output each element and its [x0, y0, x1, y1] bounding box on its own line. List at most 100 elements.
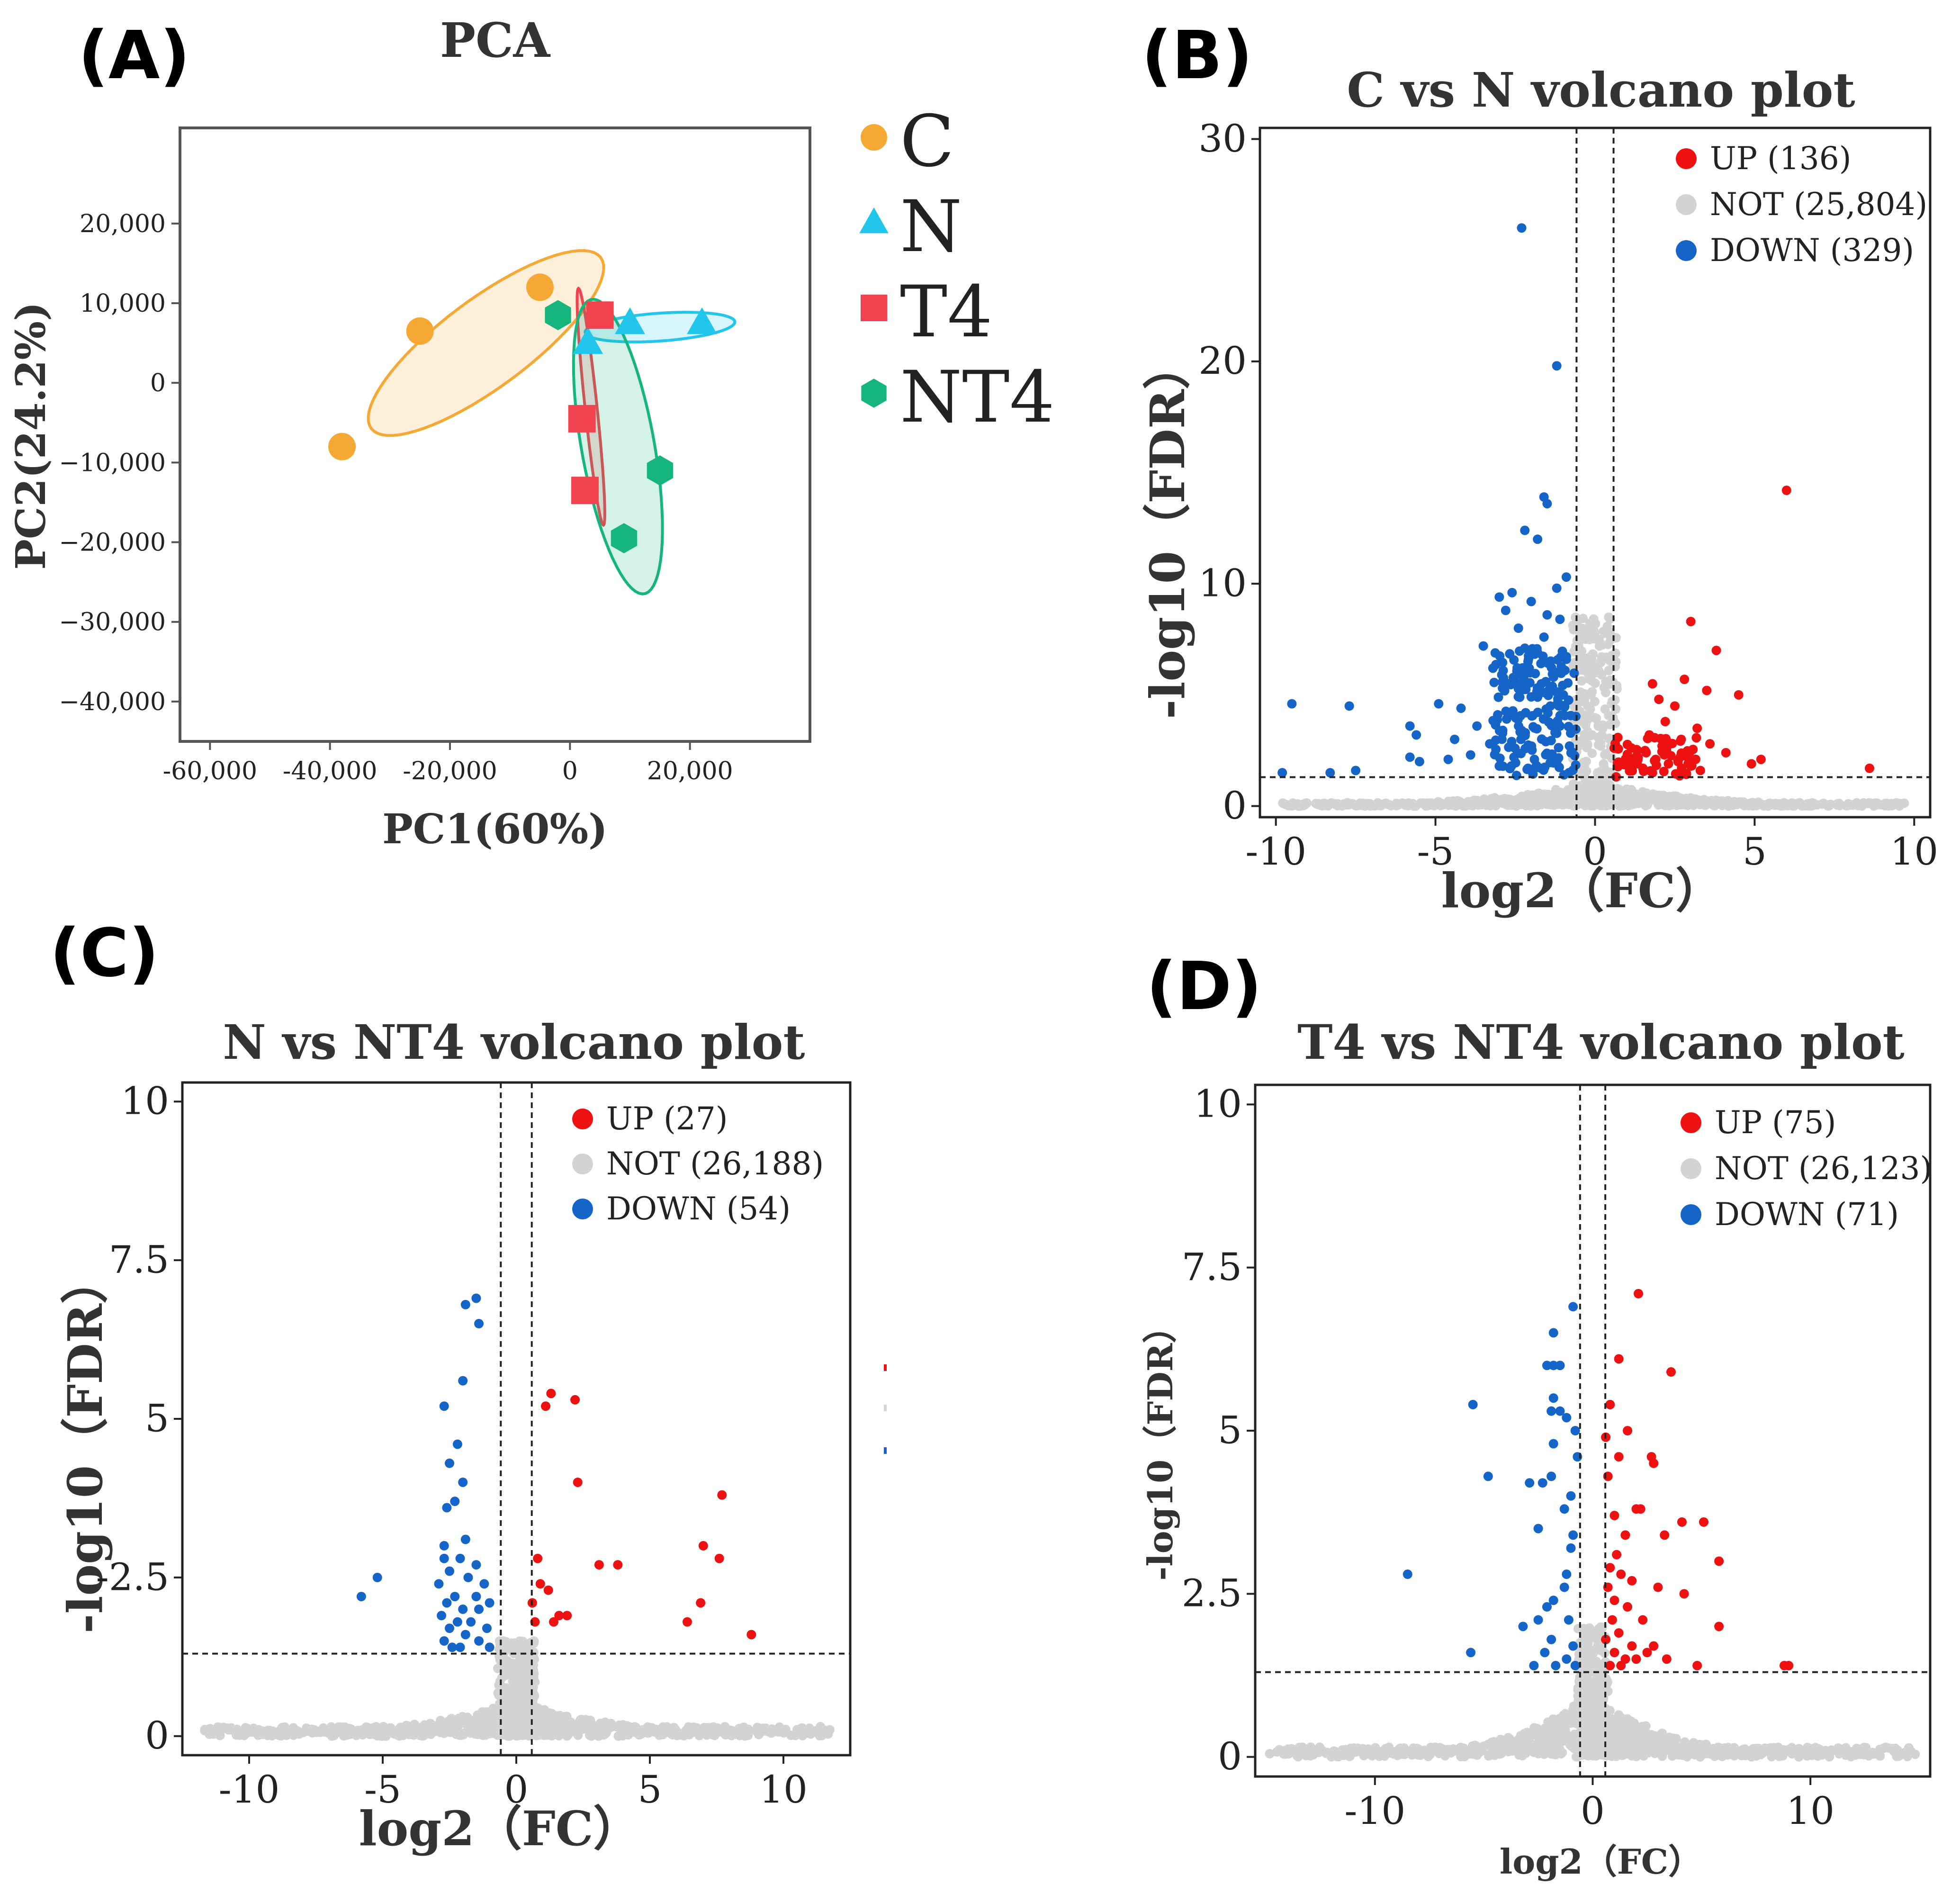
- down-point: [439, 1401, 449, 1411]
- up-point: [1614, 1452, 1624, 1462]
- legend-label-not: NOT (25,804): [1710, 186, 1927, 223]
- y-tick-label: 20: [1198, 339, 1247, 383]
- down-point: [356, 1592, 366, 1602]
- up-point: [1605, 1563, 1615, 1573]
- down-point: [1466, 750, 1475, 760]
- not-point: [1806, 1744, 1816, 1754]
- not-point: [1311, 799, 1321, 809]
- not-point: [705, 1723, 715, 1732]
- not-point: [1807, 801, 1816, 811]
- not-point: [1641, 1721, 1651, 1731]
- not-point: [1667, 800, 1677, 810]
- down-point: [1520, 731, 1530, 740]
- x-tick-label: 10: [759, 1768, 808, 1812]
- down-point: [452, 1439, 462, 1449]
- not-point: [547, 1725, 556, 1735]
- down-point: [1543, 708, 1553, 718]
- not-point: [1555, 793, 1565, 803]
- not-point: [1407, 1750, 1417, 1760]
- down-point: [1562, 1413, 1572, 1423]
- not-point: [1589, 1630, 1599, 1640]
- not-point: [1737, 798, 1747, 807]
- down-point: [442, 1598, 452, 1608]
- not-point: [1590, 678, 1600, 688]
- not-point: [1639, 799, 1649, 809]
- down-point: [1566, 1491, 1576, 1501]
- not-point: [1682, 1750, 1692, 1759]
- up-point: [1746, 759, 1756, 769]
- not-point: [1681, 1740, 1690, 1750]
- pca-legend-label-c: C: [900, 100, 954, 183]
- up-point: [717, 1490, 727, 1500]
- down-point: [1539, 492, 1549, 502]
- up-point: [1702, 685, 1712, 695]
- down-point: [1540, 1648, 1550, 1658]
- not-point: [1627, 785, 1636, 794]
- not-point: [1599, 759, 1609, 769]
- not-significant-points: [1278, 612, 1909, 811]
- not-point: [1819, 798, 1829, 808]
- not-point: [1605, 720, 1615, 730]
- up-point: [1654, 694, 1664, 704]
- not-point: [1728, 800, 1738, 810]
- not-point: [1851, 1750, 1861, 1760]
- not-point: [815, 1731, 825, 1741]
- not-point: [454, 1713, 464, 1723]
- down-point: [439, 1541, 449, 1551]
- up-point: [573, 1477, 583, 1487]
- legend-marker-down: [1681, 1204, 1701, 1225]
- pca-x-tick-label: 0: [562, 757, 578, 785]
- down-point: [1538, 651, 1548, 661]
- not-point: [515, 1636, 525, 1646]
- x-tick-label: -10: [1245, 830, 1306, 874]
- down-point: [447, 1642, 457, 1652]
- x-tick-label: -10: [219, 1768, 280, 1812]
- down-point: [1570, 1426, 1580, 1435]
- down-point: [1513, 692, 1523, 702]
- down-points: [1277, 223, 1581, 780]
- x-tick-label: 0: [1581, 1789, 1605, 1833]
- not-point: [331, 1729, 340, 1739]
- not-point: [1783, 801, 1792, 811]
- not-point: [1696, 796, 1706, 806]
- not-point: [515, 1710, 525, 1720]
- down-point: [1344, 701, 1354, 711]
- pca-y-tick-label: 0: [150, 369, 166, 397]
- down-point: [1497, 734, 1507, 744]
- up-point: [1601, 1634, 1611, 1644]
- not-point: [1601, 687, 1611, 697]
- not-point: [634, 1726, 644, 1736]
- down-point: [474, 1636, 484, 1646]
- down-point: [1553, 694, 1563, 704]
- not-point: [1695, 1746, 1705, 1756]
- up-point: [533, 1553, 543, 1563]
- down-point: [1542, 1602, 1552, 1612]
- not-point: [1796, 1748, 1806, 1758]
- legend-label-up: UP (75): [1715, 1104, 1836, 1141]
- down-point: [1456, 703, 1466, 713]
- not-point: [791, 1731, 800, 1741]
- up-point: [1661, 734, 1671, 744]
- down-point: [1533, 534, 1543, 544]
- not-point: [1591, 668, 1600, 677]
- pca-y-tick-label: −40,000: [59, 688, 166, 716]
- not-point: [1466, 1747, 1476, 1757]
- stray-mark-grey: [884, 1405, 887, 1411]
- not-point: [1598, 1741, 1608, 1750]
- not-point: [1579, 1631, 1589, 1641]
- up-point: [1627, 1576, 1637, 1586]
- not-point: [1582, 715, 1592, 725]
- down-point: [460, 1534, 470, 1544]
- pca-legend-label-n: N: [900, 186, 962, 268]
- up-point: [1649, 1641, 1659, 1651]
- not-point: [364, 1723, 374, 1733]
- up-point: [1609, 1596, 1619, 1605]
- not-point: [1822, 1748, 1832, 1758]
- legend-label-up: UP (136): [1710, 140, 1851, 177]
- not-point: [1845, 800, 1855, 810]
- down-point: [1545, 758, 1555, 767]
- not-point: [1527, 800, 1537, 810]
- up-point: [1670, 701, 1680, 711]
- down-point: [1547, 681, 1557, 691]
- up-point: [1609, 1648, 1619, 1658]
